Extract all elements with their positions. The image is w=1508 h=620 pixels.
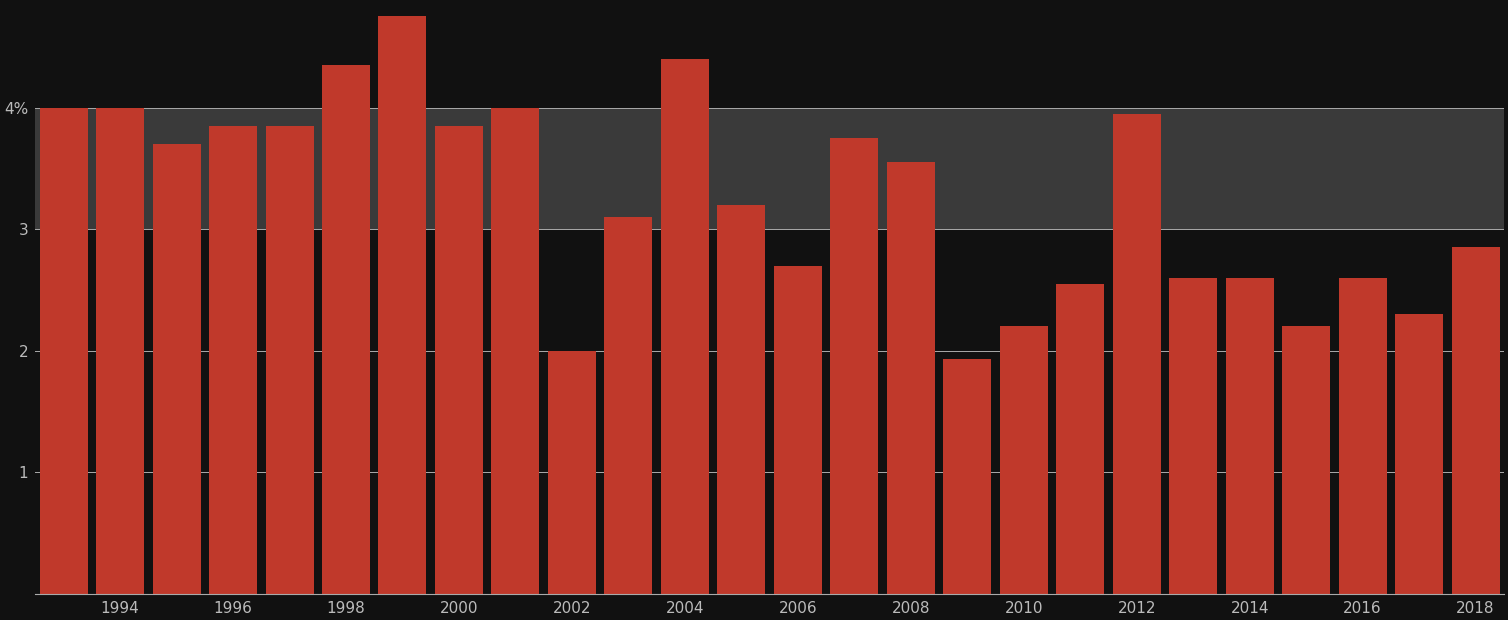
Bar (434, 126, 483, 594)
Bar (1282, 326, 1330, 594)
Bar (661, 59, 709, 594)
Bar (1113, 113, 1161, 594)
Bar (323, 65, 369, 594)
Bar (97, 107, 145, 594)
Bar (718, 205, 766, 594)
Bar (1169, 278, 1217, 594)
Bar (831, 138, 878, 594)
Bar (265, 126, 314, 594)
Bar (1395, 314, 1443, 594)
Bar (605, 217, 653, 594)
Bar (379, 16, 427, 594)
Bar (1056, 284, 1104, 594)
Bar (1000, 326, 1048, 594)
Bar (210, 126, 256, 594)
Bar (35, 107, 1503, 229)
Bar (774, 265, 822, 594)
Bar (152, 144, 201, 594)
Bar (547, 351, 596, 594)
Bar (39, 107, 87, 594)
Bar (944, 359, 991, 594)
Bar (1339, 278, 1387, 594)
Bar (1226, 278, 1274, 594)
Bar (492, 107, 540, 594)
Bar (887, 162, 935, 594)
Bar (1452, 247, 1499, 594)
